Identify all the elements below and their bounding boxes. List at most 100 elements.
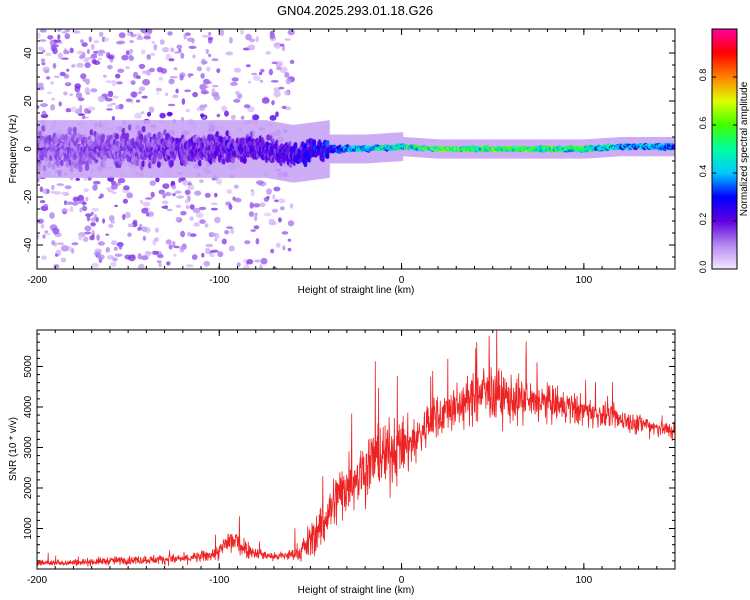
heatmap-noise-cell bbox=[165, 239, 172, 245]
heatmap-noise-cell bbox=[232, 196, 236, 201]
heatmap-noise-cell bbox=[90, 211, 94, 216]
heatmap-noise-cell bbox=[139, 199, 144, 204]
heatmap-noise-cell bbox=[205, 48, 209, 55]
heatmap-noise-cell bbox=[41, 255, 47, 260]
heatmap-noise-cell bbox=[225, 51, 234, 56]
heatmap-noise-cell bbox=[126, 32, 132, 36]
heatmap-noise-cell bbox=[243, 104, 251, 109]
heatmap-noise-cell bbox=[84, 108, 89, 114]
heatmap-noise-cell bbox=[37, 82, 44, 87]
heatmap-noise-cell bbox=[251, 72, 258, 76]
heatmap-noise-cell bbox=[275, 111, 279, 117]
heatmap-noise-cell bbox=[155, 227, 159, 233]
heatmap-noise-cell bbox=[137, 226, 142, 231]
snr-x-ticks: -200 -100 0 100 bbox=[27, 330, 676, 586]
heatmap-noise-cell bbox=[153, 44, 158, 51]
heatmap-noise-cell bbox=[187, 37, 195, 42]
heatmap-noise-cell bbox=[247, 44, 256, 51]
heatmap-noise-cell bbox=[149, 180, 156, 186]
heatmap-noise-cell bbox=[272, 266, 277, 269]
heatmap-noise-cell bbox=[136, 32, 142, 37]
heatmap-noise-cell bbox=[56, 183, 65, 187]
heatmap-noise-cell bbox=[259, 71, 263, 76]
heatmap-noise-cell bbox=[93, 180, 101, 185]
heatmap-noise-cell bbox=[224, 230, 230, 235]
heatmap-noise-cell bbox=[214, 192, 218, 198]
heatmap-noise-cell bbox=[93, 251, 101, 256]
snr-line bbox=[37, 330, 675, 567]
heatmap-noise-cell bbox=[107, 90, 114, 98]
heatmap-noise-cell bbox=[211, 88, 216, 95]
heatmap-noise-cell bbox=[279, 206, 285, 211]
heatmap-ridge-cell bbox=[102, 154, 108, 162]
heatmap-noise-cell bbox=[172, 192, 176, 197]
heatmap-ridge-cell bbox=[156, 161, 162, 168]
heatmap-noise-cell bbox=[53, 75, 60, 79]
heatmap-noise-cell bbox=[166, 208, 173, 212]
y-tick-label: -20 bbox=[23, 189, 34, 204]
heatmap-noise-cell bbox=[110, 102, 117, 106]
heatmap-noise-cell bbox=[69, 93, 73, 96]
heatmap-noise-cell bbox=[108, 215, 115, 222]
heatmap-noise-cell bbox=[214, 216, 221, 224]
colorbar-ticks: 0.0 0.2 0.4 0.6 0.8 bbox=[698, 69, 737, 273]
heatmap-noise-cell bbox=[82, 202, 87, 205]
heatmap-noise-cell bbox=[84, 225, 92, 232]
heatmap-noise-cell bbox=[164, 205, 168, 210]
heatmap-ridge-cell bbox=[55, 160, 61, 167]
heatmap-noise-cell bbox=[168, 58, 175, 62]
heatmap-ridge-cell bbox=[100, 133, 106, 141]
heatmap-ridge-cell bbox=[121, 132, 127, 140]
heatmap-noise-cell bbox=[246, 259, 254, 265]
heatmap-noise-cell bbox=[271, 100, 275, 106]
heatmap-noise-cell bbox=[233, 184, 239, 189]
heatmap-noise-cell bbox=[287, 29, 295, 36]
heatmap-noise-cell bbox=[176, 195, 185, 199]
heatmap-noise-cell bbox=[268, 68, 273, 76]
heatmap-noise-cell bbox=[157, 254, 164, 259]
heatmap-noise-cell bbox=[39, 200, 46, 204]
heatmap-noise-cell bbox=[245, 33, 252, 41]
heatmap-noise-cell bbox=[269, 115, 277, 121]
heatmap-ridge-cell bbox=[41, 125, 46, 132]
heatmap-noise-cell bbox=[69, 177, 74, 181]
heatmap-noise-cell bbox=[46, 76, 51, 80]
heatmap-noise-cell bbox=[86, 48, 90, 55]
heatmap-noise-cell bbox=[75, 92, 83, 99]
heatmap-noise-cell bbox=[251, 190, 255, 197]
heatmap-ridge-cell bbox=[260, 140, 266, 147]
heatmap-noise-cell bbox=[284, 90, 290, 96]
heatmap-noise-cell bbox=[138, 86, 146, 92]
heatmap-noise-cell bbox=[142, 201, 151, 207]
heatmap-core-cell bbox=[150, 147, 153, 151]
heatmap-y-ticks: -40 -20 0 20 40 bbox=[23, 28, 675, 270]
heatmap-noise-cell bbox=[37, 233, 40, 240]
heatmap-noise-cell bbox=[44, 230, 49, 234]
heatmap-noise-cell bbox=[146, 111, 152, 117]
heatmap-noise-cell bbox=[254, 259, 261, 263]
heatmap-noise-cell bbox=[44, 232, 51, 236]
heatmap-noise-cell bbox=[162, 47, 170, 53]
heatmap-noise-cell bbox=[185, 205, 190, 209]
heatmap-noise-cell bbox=[64, 82, 72, 87]
heatmap-noise-cell bbox=[248, 107, 253, 113]
heatmap-noise-cell bbox=[195, 212, 204, 219]
heatmap-ridge-cell bbox=[303, 160, 308, 168]
heatmap-noise-cell bbox=[45, 52, 52, 57]
heatmap-noise-cell bbox=[182, 179, 189, 186]
heatmap-ridge-cell bbox=[147, 132, 152, 139]
heatmap-noise-cell bbox=[78, 234, 83, 241]
heatmap-noise-cell bbox=[229, 37, 233, 44]
heatmap-noise-cell bbox=[170, 47, 175, 53]
heatmap-noise-cell bbox=[84, 62, 91, 69]
heatmap-noise-cell bbox=[187, 184, 195, 191]
heatmap-noise-cell bbox=[214, 238, 218, 242]
heatmap-noise-cell bbox=[61, 191, 67, 195]
heatmap-noise-cell bbox=[289, 59, 295, 64]
heatmap-noise-cell bbox=[260, 68, 265, 73]
heatmap-noise-cell bbox=[240, 29, 244, 35]
heatmap-noise-cell bbox=[200, 89, 208, 95]
heatmap-noise-cell bbox=[252, 114, 260, 121]
y-tick-label: -40 bbox=[23, 237, 34, 252]
heatmap-noise-cell bbox=[234, 67, 241, 73]
